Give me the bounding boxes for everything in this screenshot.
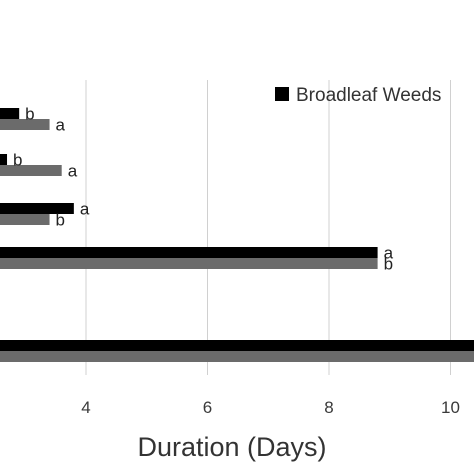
bar-series-1 bbox=[0, 340, 474, 351]
x-tick-label: 6 bbox=[203, 398, 212, 417]
bar-series-2 bbox=[0, 351, 474, 362]
bars bbox=[0, 108, 474, 362]
bar-series-1 bbox=[0, 108, 20, 119]
legend-swatch-broadleaf-weeds bbox=[275, 87, 289, 101]
significance-label: a bbox=[384, 244, 394, 263]
bar-series-2 bbox=[0, 258, 378, 269]
bar-series-2 bbox=[0, 119, 50, 130]
significance-label: b bbox=[25, 105, 34, 124]
significance-label: b bbox=[13, 151, 22, 170]
bar-series-1 bbox=[0, 203, 74, 214]
legend: Broadleaf Weeds bbox=[275, 85, 441, 106]
legend-label-broadleaf-weeds: Broadleaf Weeds bbox=[296, 85, 441, 106]
bar-series-2 bbox=[0, 214, 50, 225]
significance-label: a bbox=[56, 116, 66, 135]
significance-label: a bbox=[80, 200, 90, 219]
bar-series-1 bbox=[0, 154, 8, 165]
bar-series-1 bbox=[0, 247, 378, 258]
significance-label: a bbox=[68, 162, 78, 181]
bar-series-2 bbox=[0, 165, 62, 176]
significance-label: b bbox=[56, 211, 65, 230]
x-tick-label: 8 bbox=[324, 398, 333, 417]
x-tick-labels: 4 6 8 10 bbox=[81, 398, 460, 417]
x-axis-title: Duration (Days) bbox=[137, 432, 326, 462]
significance-label: b bbox=[384, 255, 393, 274]
x-tick-label: 10 bbox=[441, 398, 460, 417]
x-tick-label: 4 bbox=[81, 398, 90, 417]
grid-lines bbox=[85, 80, 451, 375]
